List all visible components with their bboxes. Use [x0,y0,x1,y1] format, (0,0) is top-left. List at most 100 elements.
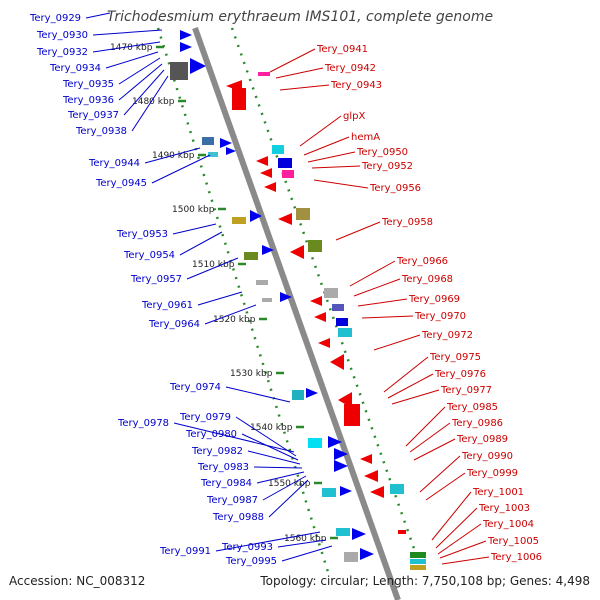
right-gene-label: Tery_0975 [429,352,481,363]
left-gene-label: Tery_0957 [130,274,182,285]
left-gene-leader [225,386,291,403]
right-gene-label: Tery_0968 [401,274,453,285]
left-gene-leader [256,471,305,484]
right-gene-leader [361,315,414,319]
left-gene-leader [204,304,257,325]
left-gene-leader [144,147,201,164]
left-gene-label: Tery_0978 [117,418,169,429]
right-gene-leader [391,389,440,405]
left-gene-leader [105,51,159,69]
tick-label: 1510 kbp [192,260,235,270]
right-gene-label: Tery_1004 [482,519,534,530]
right-gene-label: Tery_0985 [446,402,498,413]
right-gene-leader [353,278,401,297]
left-gene-label: Tery_0938 [75,126,127,137]
forward-features [170,30,374,562]
left-gene-label: Tery_0974 [169,382,221,393]
left-gene-leader [92,41,161,53]
right-gene-leader [279,84,330,91]
right-gene-leader [425,472,466,501]
left-gene-label: Tery_0936 [62,95,114,106]
left-gene-leader [92,29,163,36]
right-gene-label: Tery_0972 [421,330,473,341]
left-gene-label: Tery_0987 [206,495,258,506]
tick-labels: 1470 kbp 1480 kbp 1490 kbp 1500 kbp 1510 kbp… [110,43,338,544]
left-gene-label: Tery_0979 [179,412,231,423]
left-gene-leader [197,291,243,306]
tick-label: 1500 kbp [172,205,215,215]
left-gene-label: Tery_0993 [221,542,273,553]
left-gene-leader [123,69,165,116]
left-gene-label: Tery_0980 [185,429,237,440]
right-gene-label: Tery_0970 [414,311,466,322]
right-gene-leader [357,298,408,307]
left-gene-leader [173,422,295,453]
right-gene-label: Tery_0941 [316,44,368,55]
right-gene-label: Tery_0977 [440,385,492,396]
left-gene-leader [85,12,111,19]
right-gene-label: Tery_0986 [451,418,503,429]
right-gene-leader [307,151,356,163]
left-gene-leader [281,545,333,562]
right-gene-leader [313,179,369,189]
left-gene-leader [179,231,223,256]
left-gene-leader [151,154,211,184]
right-gene-leader [311,165,361,169]
left-gene-label: Tery_0964 [148,319,200,330]
right-gene-label: Tery_0976 [434,369,486,380]
right-gene-label: Tery_0999 [466,468,518,479]
right-gene-leader [335,221,381,241]
left-gene-leader [131,75,169,132]
tick-label: 1560 kbp [284,534,327,544]
tick-label: 1540 kbp [250,423,293,433]
left-gene-label: Tery_0995 [225,556,277,567]
left-gene-label: Tery_0945 [95,178,147,189]
right-gene-label: Tery_0990 [461,451,513,462]
right-gene-label: Tery_0989 [456,434,508,445]
left-gene-label: Tery_0929 [29,13,81,24]
right-gene-leader [269,48,316,73]
right-gene-leader [383,356,429,393]
right-gene-leader [409,422,451,453]
right-gene-leader [303,136,350,156]
left-gene-leader [277,539,327,548]
right-gene-leader [439,540,487,559]
right-gene-leader [387,373,434,399]
right-gene-label: Tery_1005 [487,536,539,547]
right-gene-label: Tery_0943 [330,80,382,91]
right-gene-leader [435,507,478,549]
left-gene-labels: Tery_0929 Tery_0930 Tery_0932 Tery_0934 Tery… [29,12,333,567]
left-gene-leader [118,57,161,85]
map-title: Trichodesmium erythraeum IMS101, complet… [106,9,494,25]
right-gene-label: Tery_0969 [408,294,460,305]
right-gene-label: glpX [343,111,365,122]
tick-label: 1550 kbp [268,479,311,489]
right-gene-leader [419,455,461,493]
right-gene-leader [299,115,342,147]
left-gene-leader [253,466,303,469]
left-gene-label: Tery_0961 [141,300,193,311]
right-gene-leader [437,523,482,555]
right-gene-label: Tery_0956 [369,183,421,194]
left-gene-leader [186,257,239,280]
right-gene-label: Tery_1006 [490,552,542,563]
right-gene-label: Tery_0952 [361,161,413,172]
right-gene-label: hemA [351,132,380,143]
left-gene-label: Tery_0983 [197,462,249,473]
right-gene-label: Tery_1003 [478,503,530,514]
right-gene-leader [373,334,421,351]
right-gene-label: Tery_0958 [381,217,433,228]
left-gene-label: Tery_0935 [62,79,114,90]
left-gene-label: Tery_0991 [159,546,211,557]
left-gene-leader [241,433,299,461]
tick-label: 1490 kbp [152,151,195,161]
tick-label: 1470 kbp [110,43,153,53]
tick-label: 1530 kbp [230,369,273,379]
left-gene-leader [235,416,297,457]
left-gene-leader [247,450,301,465]
left-gene-label: Tery_0988 [212,512,264,523]
right-gene-leader [405,406,446,447]
tick-label: 1520 kbp [213,315,256,325]
right-gene-labels: Tery_0941 Tery_0942 Tery_0943 glpX hemA Tery_… [269,44,542,565]
